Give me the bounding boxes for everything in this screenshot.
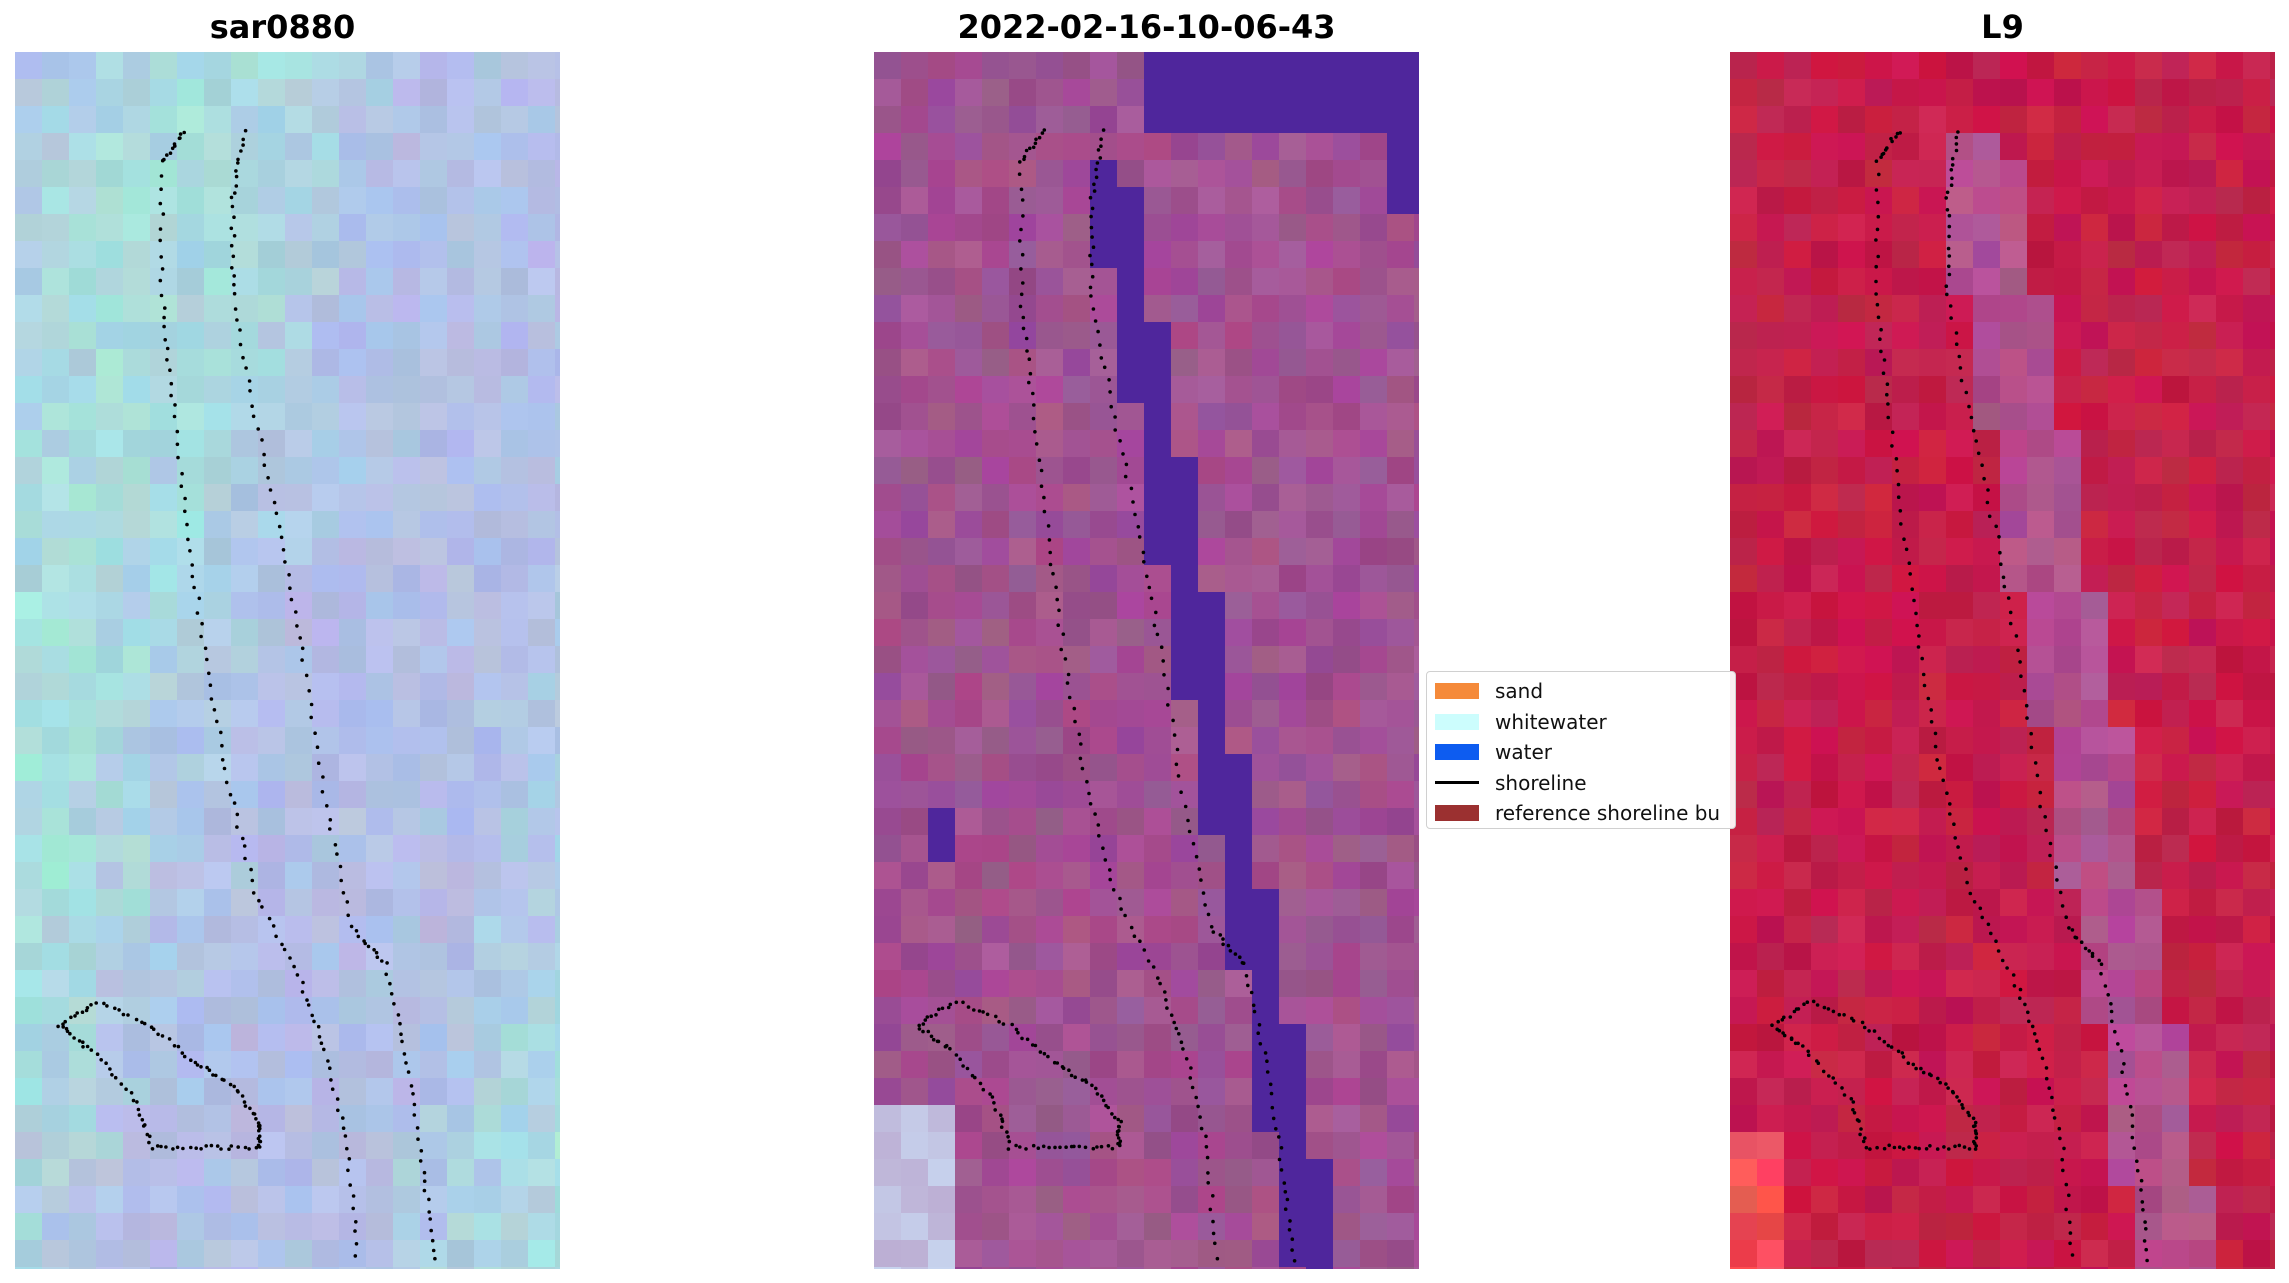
legend-label-water: water: [1495, 740, 1552, 765]
legend-swatch-sand: [1435, 683, 1479, 700]
legend-label-sand: sand: [1495, 679, 1544, 704]
panel-title-sar0880: sar0880: [209, 8, 356, 46]
legend: sand whitewater water shoreline referenc…: [1426, 671, 1736, 829]
legend-swatch-water: [1435, 744, 1479, 761]
legend-label-reference-buffer: reference shoreline bu: [1495, 801, 1721, 826]
image-panel-classified: [874, 52, 1419, 1269]
legend-label-shoreline: shoreline: [1495, 770, 1587, 795]
legend-item-shoreline: shoreline: [1435, 768, 1735, 799]
legend-item-sand: sand: [1435, 676, 1735, 707]
image-panel-sar0880: [15, 52, 560, 1269]
legend-swatch-shoreline: [1435, 781, 1479, 785]
image-panel-l9: [1730, 52, 2275, 1269]
panel-title-date: 2022-02-16-10-06-43: [957, 8, 1336, 46]
legend-label-whitewater: whitewater: [1495, 709, 1607, 734]
legend-item-water: water: [1435, 737, 1735, 768]
legend-item-whitewater: whitewater: [1435, 707, 1735, 738]
legend-swatch-whitewater: [1435, 713, 1479, 730]
legend-item-reference-buffer: reference shoreline bu: [1435, 798, 1735, 829]
legend-swatch-reference-buffer: [1435, 805, 1479, 822]
panel-title-l9: L9: [1981, 8, 2024, 46]
